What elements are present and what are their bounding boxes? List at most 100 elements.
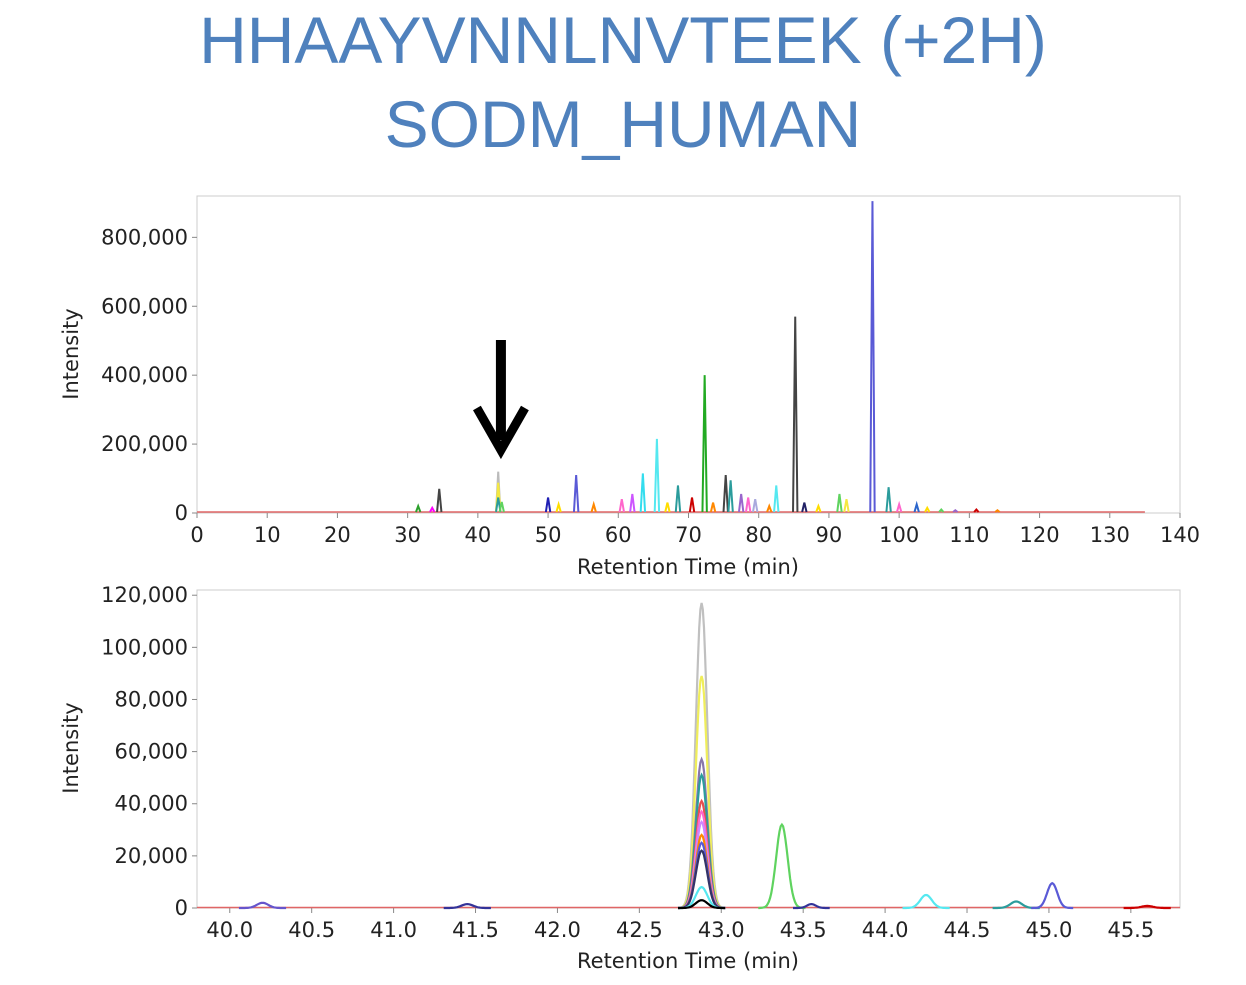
chromatogram-peak <box>722 475 729 513</box>
chromatogram-peak <box>701 375 708 513</box>
x-tick-label: 45.0 <box>1026 918 1073 942</box>
y-tick-label: 600,000 <box>101 294 188 318</box>
x-tick-label: 120 <box>1020 523 1060 547</box>
chromatogram-peak <box>436 488 443 513</box>
chromatogram-peak <box>572 475 580 513</box>
y-tick-label: 800,000 <box>101 225 188 249</box>
chromatogram-peak <box>924 505 931 513</box>
x-tick-label: 44.0 <box>862 918 909 942</box>
y-tick-label: 40,000 <box>115 792 188 816</box>
chromatogram-peak <box>801 502 808 513</box>
chromatogram-peak <box>815 503 822 513</box>
chromatogram-peak <box>639 473 647 513</box>
chromatogram-peak <box>618 499 625 513</box>
bottom-ticks: 40.0 40.5 41.0 41.5 42.0 42.5 43.0 43.5 44.0 44.5… <box>101 583 1154 942</box>
chromatogram-peak <box>674 485 682 513</box>
chromatogram-peak <box>678 899 726 910</box>
chromatogram-peak <box>238 901 287 910</box>
chromatogram-peak <box>744 497 752 513</box>
x-tick-label: 40 <box>464 523 491 547</box>
chromatogram-peak <box>766 503 773 513</box>
y-tick-label: 120,000 <box>101 583 188 607</box>
chart-title-line-2: SODM_HUMAN <box>384 87 862 161</box>
peak-indicator-arrow <box>473 340 529 460</box>
top-y-axis-label: Intensity <box>59 308 83 399</box>
x-tick-label: 0 <box>190 523 203 547</box>
y-tick-label: 200,000 <box>101 432 188 456</box>
x-tick-label: 44.5 <box>944 918 991 942</box>
chromatogram-peak <box>793 902 830 910</box>
x-tick-label: 110 <box>949 523 989 547</box>
x-tick-label: 140 <box>1160 523 1200 547</box>
x-tick-label: 45.5 <box>1107 918 1154 942</box>
chromatogram-peak <box>773 485 780 513</box>
chromatogram-peak <box>836 493 843 513</box>
bottom-peaks <box>197 602 1180 910</box>
top-plot-area <box>196 195 1181 514</box>
bottom-y-axis-label: Intensity <box>59 702 83 793</box>
chromatogram-peak <box>895 500 903 513</box>
chromatogram-peak <box>664 502 671 513</box>
chromatogram-peak <box>885 487 892 513</box>
top-peaks <box>197 201 1145 513</box>
x-tick-label: 50 <box>535 523 562 547</box>
x-tick-label: 43.0 <box>698 918 745 942</box>
chromatogram-peak <box>498 501 505 513</box>
y-tick-label: 20,000 <box>115 844 188 868</box>
x-tick-label: 41.0 <box>370 918 417 942</box>
y-tick-label: 0 <box>175 896 188 920</box>
chromatogram-peak <box>973 508 980 513</box>
x-tick-label: 43.5 <box>780 918 827 942</box>
chromatogram-peak <box>688 497 696 513</box>
chromatogram-peak <box>1123 904 1171 910</box>
x-tick-label: 41.5 <box>452 918 499 942</box>
chromatogram-peak <box>443 902 491 910</box>
chart-title-line-1: HHAAYVNNLNVTEEK (+2H) <box>199 3 1047 77</box>
x-tick-label: 30 <box>394 523 421 547</box>
x-tick-label: 100 <box>879 523 919 547</box>
top-ticks: 0 10 20 30 40 50 60 70 80 90 100 110 120 130 140 0 200,0… <box>101 225 1200 547</box>
chromatogram-peak <box>869 201 876 513</box>
chromatogram-peak <box>555 500 562 513</box>
arrow-head <box>473 405 529 460</box>
x-tick-label: 60 <box>605 523 632 547</box>
chromatogram-peak <box>1031 881 1074 910</box>
chromatogram-peak <box>994 508 1001 513</box>
chromatogram-peak <box>938 508 945 513</box>
bottom-plot-area <box>196 589 1181 909</box>
x-tick-label: 90 <box>816 523 843 547</box>
y-tick-label: 100,000 <box>101 635 188 659</box>
chromatogram-peak <box>913 500 920 513</box>
y-tick-label: 60,000 <box>115 740 188 764</box>
chromatogram-peak <box>590 500 597 513</box>
chromatogram-peak <box>792 316 799 513</box>
x-tick-label: 10 <box>254 523 281 547</box>
chromatogram-peak <box>544 497 552 513</box>
top-x-axis-label: Retention Time (min) <box>577 555 799 579</box>
x-tick-label: 40.5 <box>288 918 335 942</box>
chromatogram-peak <box>653 438 661 513</box>
chromatogram-peak <box>752 499 759 513</box>
bottom-x-axis-label: Retention Time (min) <box>577 949 799 973</box>
chromatogram-peak <box>758 822 806 910</box>
chromatogram-peak <box>429 505 436 513</box>
x-tick-label: 130 <box>1090 523 1130 547</box>
x-tick-label: 42.5 <box>616 918 663 942</box>
y-tick-label: 80,000 <box>115 687 188 711</box>
chromatogram-peak <box>629 493 636 513</box>
chromatogram-peak <box>709 502 717 513</box>
x-tick-label: 42.0 <box>534 918 581 942</box>
chromatogram-peak <box>952 508 959 513</box>
x-tick-label: 80 <box>745 523 772 547</box>
chromatogram-peak <box>902 893 950 910</box>
chromatogram-peak <box>843 499 850 513</box>
x-tick-label: 40.0 <box>206 918 253 942</box>
y-tick-label: 400,000 <box>101 363 188 387</box>
chromatogram-peak <box>415 503 422 513</box>
chromatogram-peak <box>727 480 734 513</box>
y-tick-label: 0 <box>175 501 188 525</box>
x-tick-label: 20 <box>324 523 351 547</box>
x-tick-label: 70 <box>675 523 702 547</box>
chromatogram-peak <box>737 493 745 513</box>
